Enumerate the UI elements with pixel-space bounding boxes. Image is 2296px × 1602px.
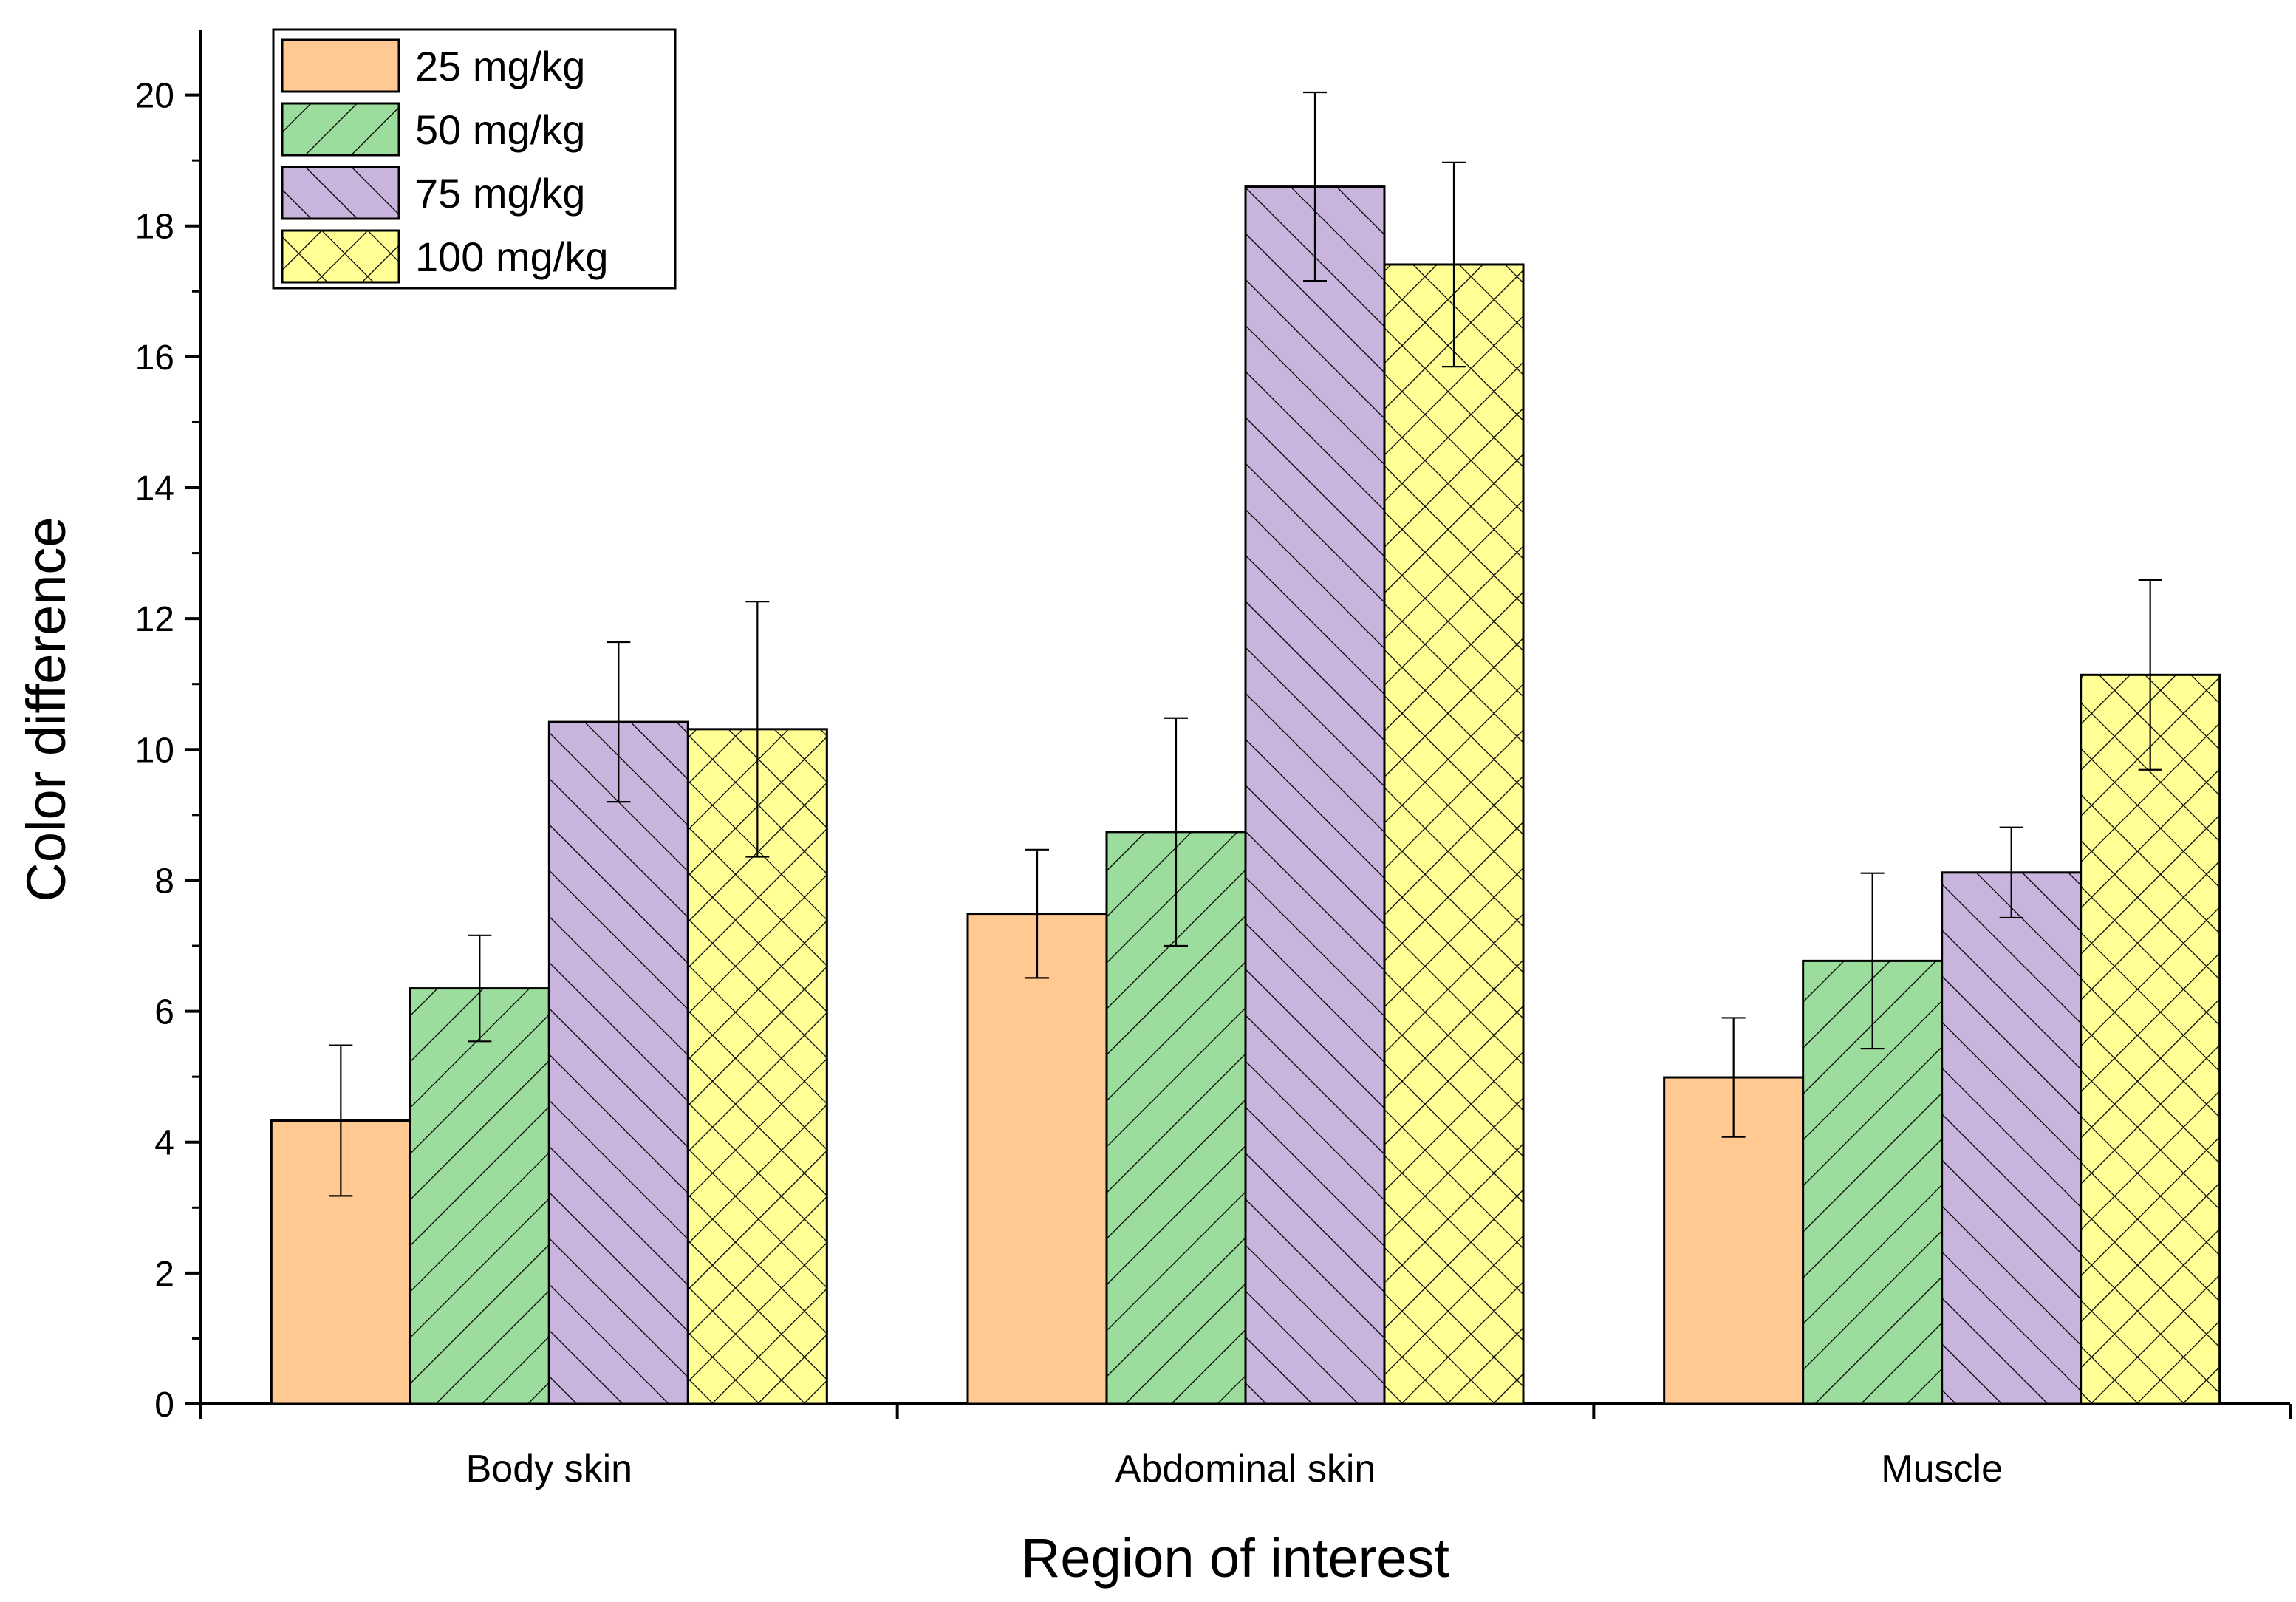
legend: 25 mg/kg 50 mg/kg 75 mg/kg 100 mg/kg: [272, 28, 677, 290]
bar-fill: [968, 913, 1107, 1404]
legend-label: 75 mg/kg: [415, 170, 585, 217]
error-bar-50-mg-kg-muscle: [1860, 872, 1885, 1050]
y-tick-label: 8: [154, 862, 174, 901]
legend-item-75-mg-kg: 75 mg/kg: [281, 166, 585, 220]
y-axis: 0 2 4 6 8 10 12 14 16 18 20: [135, 30, 202, 1425]
legend-label: 100 mg/kg: [415, 234, 609, 280]
bars: [270, 185, 2221, 1405]
error-bar-25-mg-kg-muscle: [1721, 1017, 1746, 1138]
legend-swatch-outline: [281, 38, 400, 93]
y-tick-label: 4: [154, 1124, 174, 1163]
bar-50-mg-kg-abdominal-skin: [1105, 831, 1247, 1405]
bar-100-mg-kg-muscle: [2080, 673, 2221, 1405]
legend-swatch-outline: [281, 102, 400, 157]
x-tick-label-body-skin: Body skin: [466, 1448, 632, 1490]
bar-hatch: [1246, 186, 1384, 1405]
legend-swatch-hatch: [282, 167, 399, 219]
y-axis-title: Color difference: [16, 517, 77, 901]
bar-75-mg-kg-abdominal-skin: [1244, 185, 1386, 1405]
bar-hatch: [1384, 264, 1523, 1404]
error-bar-75-mg-kg-abdominal-skin: [1303, 91, 1327, 282]
y-tick-label: 6: [154, 993, 174, 1032]
y-tick-label: 12: [135, 600, 174, 639]
y-tick-label: 18: [135, 208, 174, 247]
bar-25-mg-kg-abdominal-skin: [966, 913, 1108, 1405]
error-bar-75-mg-kg-muscle: [1999, 826, 2023, 919]
bar-hatch: [2080, 675, 2220, 1404]
legend-swatch: [282, 40, 399, 92]
legend-swatch-outline: [281, 166, 400, 220]
error-bar-50-mg-kg-body-skin: [468, 934, 492, 1043]
y-tick-label: 14: [135, 469, 174, 508]
error-bar-100-mg-kg-muscle: [2138, 579, 2162, 771]
legend-item-25-mg-kg: 25 mg/kg: [281, 38, 585, 93]
bar-hatch: [410, 988, 550, 1404]
error-bar-50-mg-kg-abdominal-skin: [1164, 717, 1188, 947]
legend-swatch-hatch: [282, 103, 399, 155]
legend-swatch-outline: [281, 229, 400, 284]
legend-label: 50 mg/kg: [415, 106, 585, 153]
y-tick-label: 10: [135, 731, 174, 770]
legend-item-100-mg-kg: 100 mg/kg: [281, 229, 609, 284]
error-bar-25-mg-kg-body-skin: [329, 1044, 353, 1197]
y-tick-label: 0: [154, 1385, 174, 1425]
bar-75-mg-kg-muscle: [1941, 871, 2083, 1405]
x-tick-label-abdominal-skin: Abdominal skin: [1115, 1448, 1376, 1490]
error-bar-100-mg-kg-abdominal-skin: [1442, 161, 1466, 368]
bar-hatch: [549, 722, 689, 1404]
x-axis-title: Region of interest: [1021, 1527, 1449, 1589]
x-axis: Body skin Abdominal skin Muscle: [199, 1402, 2292, 1490]
legend-item-50-mg-kg: 50 mg/kg: [281, 102, 585, 157]
bar-hatch: [1941, 872, 2081, 1404]
y-tick-label: 20: [135, 77, 174, 116]
y-tick-label: 2: [154, 1255, 174, 1294]
x-tick-label-muscle: Muscle: [1881, 1448, 2003, 1490]
error-bar-75-mg-kg-body-skin: [607, 641, 631, 803]
error-bars: [329, 91, 2162, 1197]
y-tick-label: 16: [135, 338, 174, 378]
legend-swatch-hatch: [282, 231, 399, 282]
bar-50-mg-kg-body-skin: [409, 987, 550, 1405]
bar-75-mg-kg-body-skin: [547, 720, 689, 1405]
bar-100-mg-kg-abdominal-skin: [1383, 263, 1525, 1405]
error-bar-25-mg-kg-abdominal-skin: [1025, 848, 1049, 979]
legend-label: 25 mg/kg: [415, 43, 585, 89]
error-bar-100-mg-kg-body-skin: [745, 601, 770, 858]
